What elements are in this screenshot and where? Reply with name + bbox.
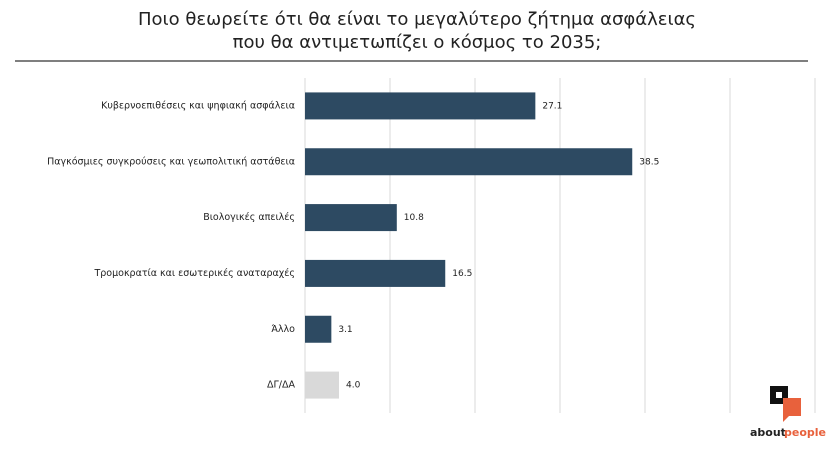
bar bbox=[305, 371, 339, 399]
data-label: 3.1 bbox=[338, 325, 352, 335]
y-tick-label: ΔΓ/ΔΑ bbox=[267, 380, 295, 391]
logo-icon bbox=[770, 386, 801, 422]
logo-text: people bbox=[784, 426, 826, 439]
bar bbox=[305, 259, 446, 287]
bar bbox=[305, 204, 397, 232]
data-label: 38.5 bbox=[639, 157, 659, 167]
y-tick-label: Άλλο bbox=[271, 324, 295, 335]
bar bbox=[305, 315, 332, 343]
y-tick-label: Παγκόσμιες συγκρούσεις και γεωπολιτική α… bbox=[47, 156, 295, 167]
chart-title: Ποιο θεωρείτε ότι θα είναι το μεγαλύτερο… bbox=[138, 9, 696, 30]
data-label: 10.8 bbox=[404, 213, 424, 223]
data-label: 4.0 bbox=[346, 381, 361, 391]
bar bbox=[305, 148, 633, 176]
y-tick-label: Βιολογικές απειλές bbox=[203, 212, 295, 223]
data-label: 16.5 bbox=[452, 269, 472, 279]
data-label: 27.1 bbox=[542, 101, 562, 111]
y-tick-label: Τρομοκρατία και εσωτερικές αναταραχές bbox=[93, 268, 295, 279]
y-tick-label: Κυβερνοεπιθέσεις και ψηφιακή ασφάλεια bbox=[101, 100, 295, 111]
bar bbox=[305, 92, 536, 120]
chart-title: που θα αντιμετωπίζει ο κόσμος το 2035; bbox=[233, 32, 602, 53]
logo-text: about bbox=[750, 426, 786, 439]
